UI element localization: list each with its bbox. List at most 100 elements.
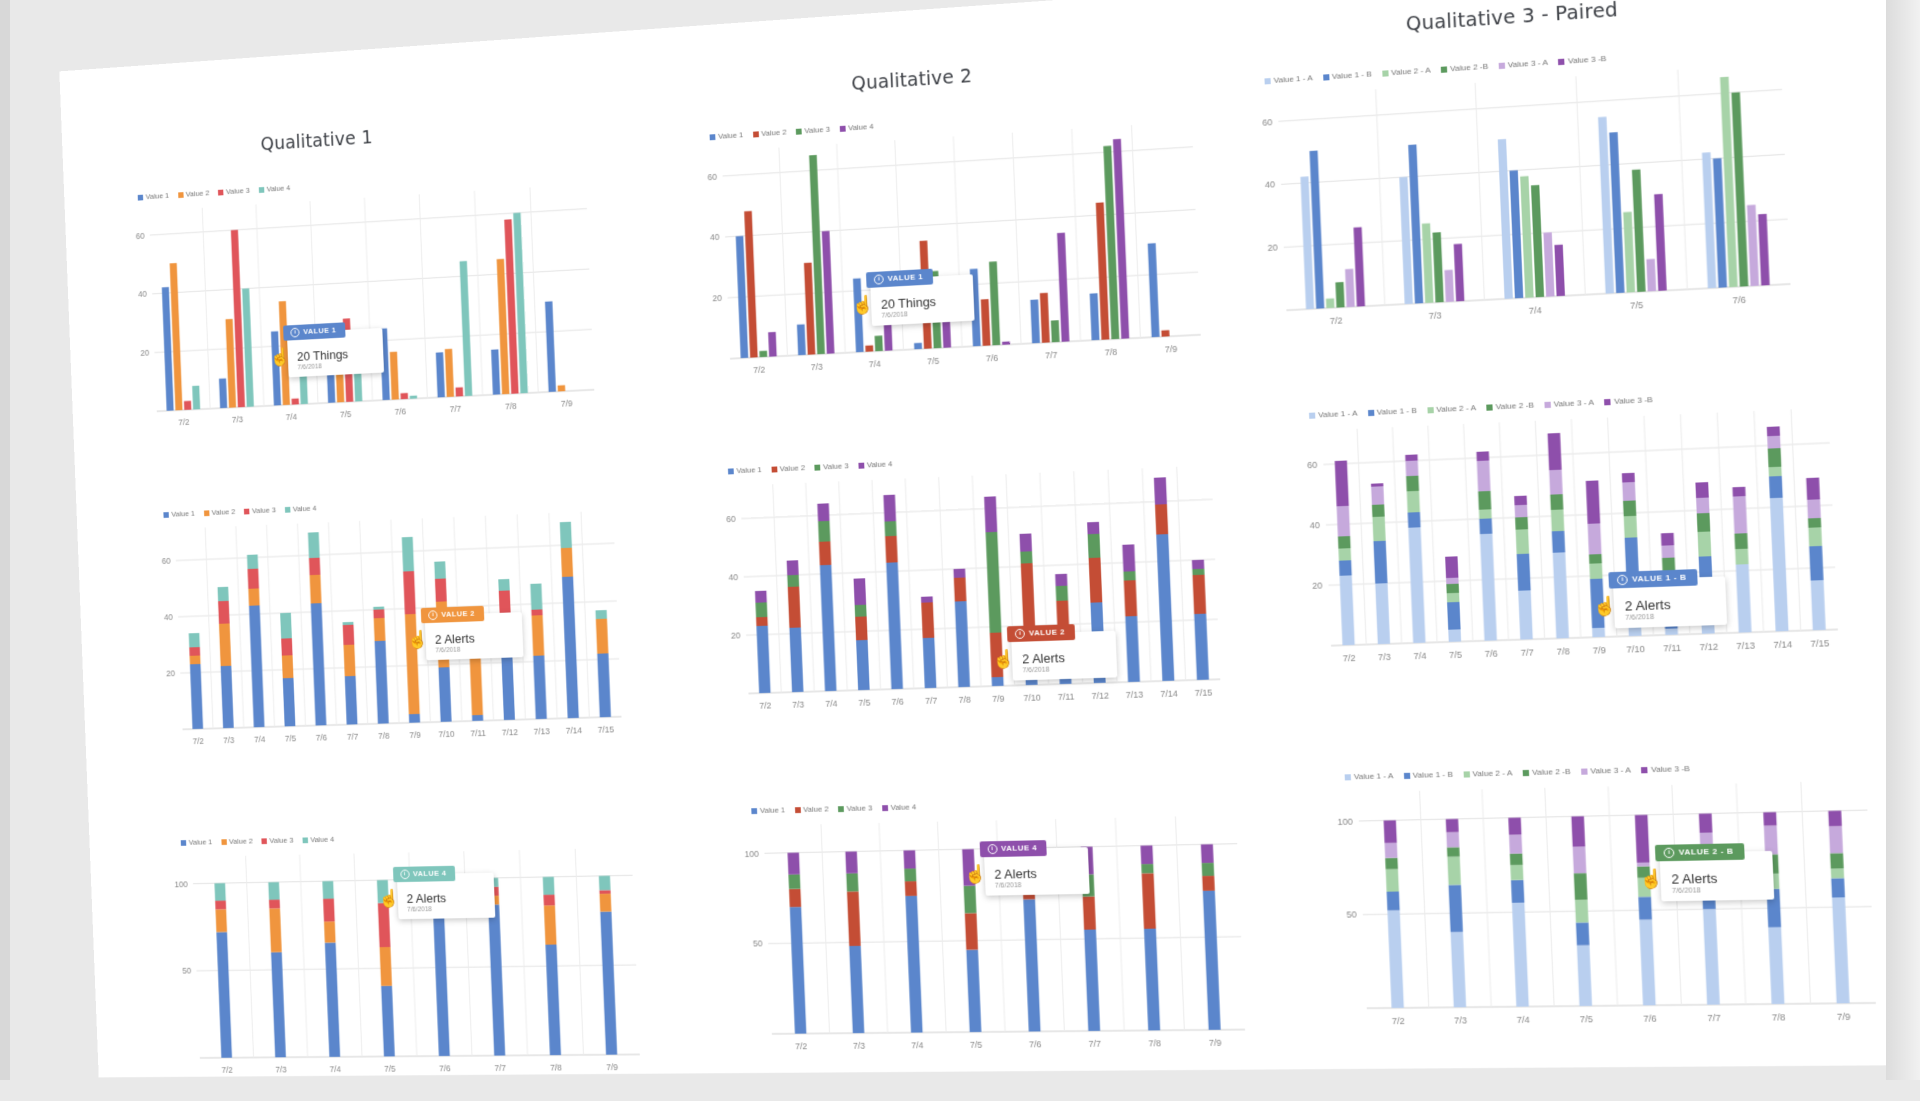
stacked-segment[interactable] (953, 569, 965, 578)
stacked-segment[interactable] (789, 627, 803, 692)
stacked-segment[interactable] (311, 603, 327, 725)
stacked-segment[interactable] (1122, 544, 1135, 571)
bar[interactable] (401, 393, 408, 399)
stacked-segment[interactable] (1736, 564, 1752, 633)
legend-item[interactable]: Value 1 (163, 509, 195, 519)
stacked-segment[interactable] (1831, 868, 1844, 878)
stacked-segment[interactable] (268, 882, 279, 900)
stacked-segment[interactable] (1518, 590, 1533, 639)
stacked-segment[interactable] (855, 605, 867, 617)
stacked-segment[interactable] (1124, 580, 1137, 616)
stacked-segment[interactable] (544, 905, 557, 944)
bar[interactable] (865, 345, 873, 352)
stacked-segment[interactable] (215, 901, 226, 910)
stacked-segment[interactable] (189, 647, 200, 656)
stacked-segment[interactable] (756, 626, 770, 693)
bar[interactable] (853, 278, 864, 352)
stacked-segment[interactable] (1055, 574, 1067, 586)
stacked-segment[interactable] (1373, 541, 1387, 584)
stacked-segment[interactable] (1375, 583, 1390, 644)
legend-item[interactable]: Value 2 (794, 805, 828, 815)
stacked-segment[interactable] (1405, 454, 1418, 461)
stacked-segment[interactable] (789, 889, 801, 907)
stacked-segment[interactable] (1088, 534, 1101, 558)
legend-item[interactable]: Value 2 (204, 507, 236, 517)
stacked-segment[interactable] (498, 579, 509, 591)
stacked-segment[interactable] (543, 895, 555, 906)
stacked-segment[interactable] (189, 633, 200, 647)
stacked-segment[interactable] (1510, 853, 1523, 865)
legend-item[interactable]: Value 4 (882, 802, 917, 812)
bar[interactable] (460, 261, 473, 396)
stacked-segment[interactable] (1807, 499, 1821, 518)
stacked-segment[interactable] (309, 558, 320, 575)
bar[interactable] (768, 332, 777, 357)
stacked-segment[interactable] (1576, 922, 1590, 945)
stacked-segment[interactable] (1586, 480, 1600, 523)
stacked-segment[interactable] (1476, 451, 1489, 461)
stacked-segment[interactable] (381, 986, 395, 1057)
stacked-segment[interactable] (787, 560, 799, 575)
stacked-segment[interactable] (905, 896, 922, 1033)
stacked-segment[interactable] (787, 575, 799, 587)
bar[interactable] (1498, 139, 1513, 299)
stacked-segment[interactable] (433, 914, 450, 1056)
stacked-segment[interactable] (1734, 533, 1747, 549)
stacked-segment[interactable] (271, 952, 286, 1057)
stacked-segment[interactable] (955, 601, 970, 687)
bar[interactable] (1554, 245, 1565, 297)
bar[interactable] (1040, 293, 1050, 343)
stacked-segment[interactable] (964, 886, 977, 914)
stacked-segment[interactable] (214, 883, 225, 901)
stacked-segment[interactable] (343, 622, 354, 625)
legend-item[interactable]: Value 4 (858, 459, 893, 469)
stacked-segment[interactable] (281, 638, 292, 655)
bar[interactable] (558, 385, 566, 391)
stacked-segment[interactable] (1089, 558, 1103, 603)
stacked-segment[interactable] (1767, 426, 1780, 436)
stacked-segment[interactable] (1635, 815, 1650, 863)
stacked-segment[interactable] (562, 577, 579, 719)
bar[interactable] (989, 261, 1000, 345)
stacked-segment[interactable] (380, 947, 392, 986)
stacked-segment[interactable] (1768, 927, 1784, 1004)
stacked-segment[interactable] (790, 907, 807, 1034)
stacked-segment[interactable] (1445, 556, 1458, 578)
stacked-segment[interactable] (845, 851, 857, 873)
bar[interactable] (1090, 293, 1100, 340)
stacked-segment[interactable] (1192, 569, 1204, 575)
stacked-segment[interactable] (992, 677, 1004, 686)
stacked-segment[interactable] (1447, 593, 1460, 603)
legend-item[interactable]: Value 2 - A (1463, 768, 1513, 778)
legend-item[interactable]: Value 4 (284, 504, 316, 514)
stacked-segment[interactable] (1386, 869, 1399, 892)
stacked-segment[interactable] (308, 532, 320, 558)
stacked-segment[interactable] (1123, 571, 1135, 580)
stacked-segment[interactable] (883, 495, 896, 522)
stacked-segment[interactable] (849, 946, 864, 1033)
stacked-segment[interactable] (756, 617, 768, 626)
stacked-segment[interactable] (1574, 873, 1588, 900)
bar[interactable] (192, 386, 200, 410)
stacked-segment[interactable] (345, 676, 358, 725)
stacked-segment[interactable] (1516, 529, 1530, 554)
bar[interactable] (1030, 299, 1040, 343)
stacked-segment[interactable] (470, 655, 483, 716)
bar[interactable] (1758, 214, 1770, 286)
stacked-segment[interactable] (1372, 517, 1385, 542)
stacked-segment[interactable] (855, 616, 867, 640)
stacked-segment[interactable] (190, 664, 203, 729)
stacked-segment[interactable] (1622, 473, 1635, 483)
stacked-segment[interactable] (1622, 482, 1635, 501)
stacked-segment[interactable] (1517, 554, 1531, 591)
stacked-segment[interactable] (1447, 602, 1461, 630)
bar[interactable] (804, 263, 815, 355)
stacked-segment[interactable] (1477, 460, 1491, 491)
stacked-segment[interactable] (533, 655, 547, 719)
bar[interactable] (914, 343, 922, 350)
stacked-segment[interactable] (1552, 531, 1565, 553)
stacked-segment[interactable] (1339, 560, 1352, 576)
stacked-segment[interactable] (1661, 545, 1674, 558)
legend-item[interactable]: Value 3 (261, 836, 293, 845)
stacked-segment[interactable] (1202, 876, 1215, 891)
